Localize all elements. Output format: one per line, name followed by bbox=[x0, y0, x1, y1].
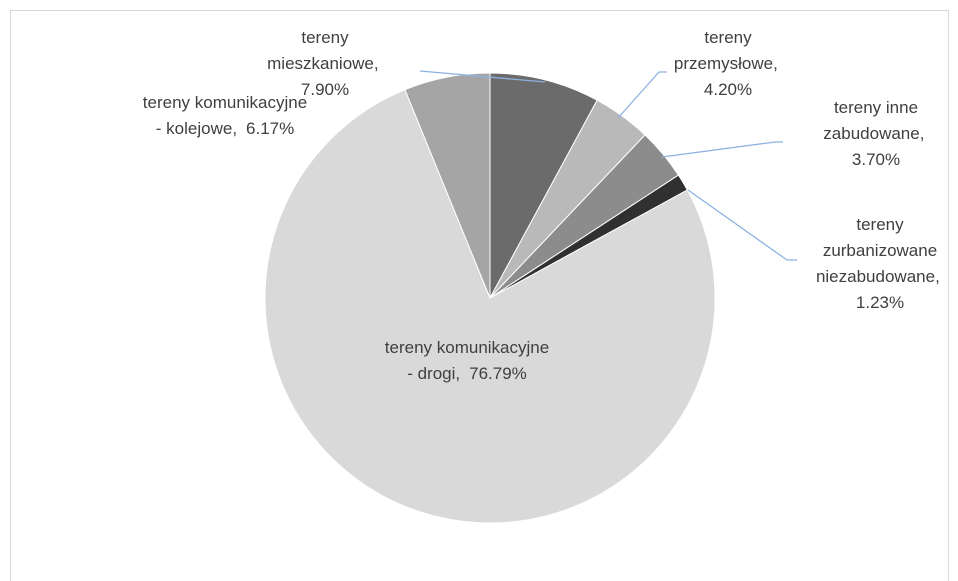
category-name: tereny mieszkaniowe bbox=[267, 28, 379, 73]
pie-slice bbox=[404, 72, 491, 299]
leader-line bbox=[617, 71, 667, 119]
pie bbox=[264, 72, 716, 524]
value-label: 4.20% bbox=[703, 80, 753, 99]
leader-line bbox=[661, 141, 783, 158]
data-label: tereny inne zabudowane 3.70% bbox=[819, 95, 934, 173]
leader-line bbox=[687, 189, 797, 261]
value-label: 7.90% bbox=[300, 80, 350, 99]
data-label: tereny przemysłowe 4.20% bbox=[668, 25, 788, 103]
leader-line bbox=[419, 70, 546, 83]
data-label: tereny komunikacyjne - kolejowe 6.17% bbox=[143, 90, 308, 142]
category-name: tereny zurbanizowane niezabudowane bbox=[816, 215, 940, 286]
value-label: 1.23% bbox=[855, 293, 905, 312]
pie-slice bbox=[489, 72, 598, 299]
category-name: tereny inne zabudowane bbox=[823, 98, 924, 143]
data-label: tereny zurbanizowane niezabudowane 1.23% bbox=[813, 212, 948, 316]
data-label: tereny komunikacyjne - drogi 76.79% bbox=[385, 335, 550, 387]
value-label: 3.70% bbox=[851, 150, 901, 169]
value-label: 6.17% bbox=[246, 119, 295, 138]
leader-lines bbox=[419, 70, 797, 261]
pie-slice bbox=[264, 89, 716, 524]
category-name: tereny przemysłowe bbox=[674, 28, 778, 73]
data-label: tereny mieszkaniowe 7.90% bbox=[260, 25, 390, 103]
value-label: 76.79% bbox=[469, 364, 527, 383]
chart-border bbox=[10, 10, 949, 581]
